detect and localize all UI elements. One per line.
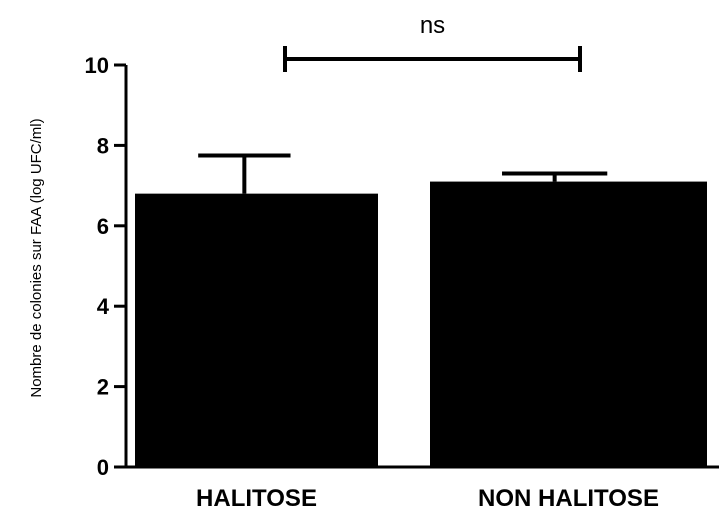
y-tick-label: 4 (97, 294, 110, 319)
y-ticks: 0 2 4 6 8 10 (85, 53, 126, 480)
y-tick-label: 6 (97, 214, 109, 239)
y-tick-label: 2 (97, 375, 109, 400)
bar (430, 181, 707, 467)
significance-label: ns (420, 12, 445, 39)
bar (135, 193, 378, 467)
y-tick-label: 8 (97, 133, 109, 158)
y-tick-label: 0 (97, 455, 109, 480)
significance-bracket: ns (283, 12, 582, 72)
bars (135, 181, 707, 467)
category-label: NON HALITOSE (478, 485, 659, 508)
y-tick-label: 10 (85, 53, 109, 78)
category-label: HALITOSE (196, 485, 317, 508)
category-labels: HALITOSE NON HALITOSE (196, 485, 659, 508)
y-axis-title: Nombre de colonies sur FAA (log UFC/ml) (28, 118, 45, 397)
error-bars (198, 153, 608, 194)
